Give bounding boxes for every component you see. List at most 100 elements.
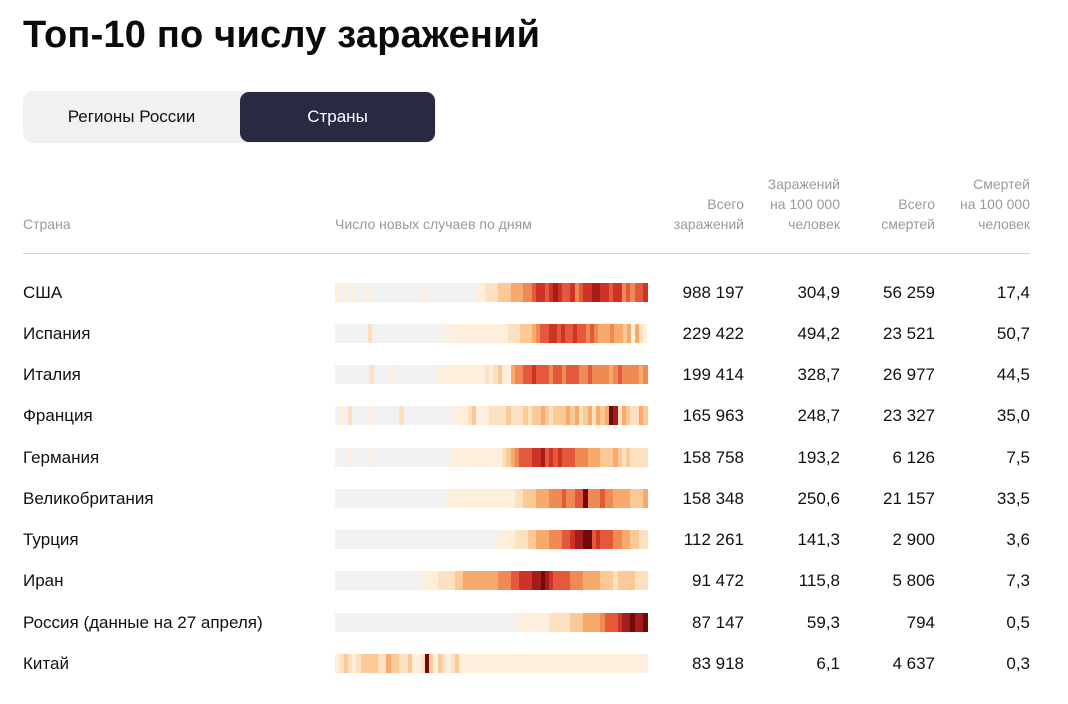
heat-cell (376, 324, 381, 343)
heat-cell (613, 571, 618, 590)
heat-cell (416, 571, 421, 590)
heat-cell (540, 283, 545, 302)
heat-cell (416, 530, 421, 549)
heat-cell (407, 654, 413, 673)
heat-cell (454, 489, 460, 508)
heat-cell (489, 530, 494, 549)
heat-cell (369, 613, 374, 632)
heat-cell (574, 489, 580, 508)
heat-cell (339, 489, 344, 508)
heat-cell (600, 489, 605, 508)
heat-cell (459, 654, 464, 673)
heat-cell (501, 406, 507, 425)
heat-cell (561, 365, 567, 384)
heat-cell (544, 365, 550, 384)
heat-cell (549, 448, 554, 467)
heat-cell (480, 530, 485, 549)
heat-cell (519, 613, 524, 632)
heat-cell (570, 365, 575, 384)
country-name: Иран (23, 571, 64, 590)
heat-cell (445, 324, 451, 343)
heat-cell (587, 530, 592, 549)
heat-cell (566, 613, 571, 632)
header-country: Страна (23, 216, 71, 232)
total-deaths: 21 157 (883, 489, 935, 508)
heat-cell (407, 406, 413, 425)
heat-cell (591, 530, 597, 549)
heat-cell (549, 530, 554, 549)
daily-cases-heatstrip (335, 324, 648, 343)
heat-cell (523, 406, 528, 425)
heat-cell (536, 448, 541, 467)
heat-cell (367, 324, 372, 343)
tab-regions[interactable]: Регионы России (67, 107, 196, 126)
heat-cell (450, 571, 455, 590)
heat-cell (527, 571, 532, 590)
heat-cell (347, 324, 352, 343)
heat-cell (364, 654, 370, 673)
heat-cell (593, 324, 598, 343)
heat-cell (553, 283, 558, 302)
tab-countries[interactable]: Страны (240, 92, 435, 142)
heat-cell (463, 654, 468, 673)
heat-cell (390, 448, 395, 467)
heat-cell (501, 654, 507, 673)
heat-cell (497, 654, 502, 673)
heat-cell (570, 613, 575, 632)
heat-cell (602, 324, 607, 343)
heat-cell (630, 613, 635, 632)
heat-cell (510, 283, 515, 302)
heat-cell (536, 571, 541, 590)
heat-cell (399, 406, 404, 425)
heat-cell (463, 613, 468, 632)
heat-cell (523, 448, 528, 467)
heat-cell (441, 324, 446, 343)
heat-cell (420, 448, 425, 467)
heat-cell (446, 365, 451, 384)
heat-cell (596, 530, 601, 549)
heat-cell (585, 324, 590, 343)
heat-cell (360, 406, 365, 425)
heat-cell (335, 530, 340, 549)
heat-cell (540, 613, 545, 632)
heat-cell (412, 571, 417, 590)
heat-cell (476, 530, 481, 549)
heat-cell (531, 448, 537, 467)
heat-cell (569, 324, 574, 343)
heat-cell (462, 324, 467, 343)
heat-cell (514, 448, 520, 467)
heat-cell (437, 654, 443, 673)
heat-cell (390, 489, 395, 508)
heat-cell (531, 489, 537, 508)
heat-cell (476, 571, 481, 590)
heat-cell (352, 406, 357, 425)
heat-cell (609, 654, 614, 673)
heat-cell (459, 448, 464, 467)
heat-cell (566, 448, 571, 467)
heat-cell (377, 654, 383, 673)
heat-cell (527, 654, 532, 673)
heat-cell (617, 654, 622, 673)
heat-cell (424, 283, 430, 302)
heat-cell (553, 406, 558, 425)
heat-cell (583, 530, 588, 549)
heat-cell (643, 365, 648, 384)
heat-cell (463, 448, 468, 467)
heat-cell (394, 613, 400, 632)
heat-cell (634, 489, 639, 508)
heat-cell (501, 489, 507, 508)
heat-cell (364, 571, 370, 590)
heat-cell (587, 571, 592, 590)
heat-cell (446, 283, 451, 302)
heat-cell (459, 571, 464, 590)
heat-cell (371, 324, 377, 343)
heat-cell (399, 613, 404, 632)
heat-cell (417, 324, 422, 343)
heat-cell (643, 406, 648, 425)
heat-cell (429, 448, 434, 467)
heat-cell (343, 324, 348, 343)
heat-cell (523, 489, 528, 508)
heat-cell (463, 571, 468, 590)
heat-cell (474, 324, 479, 343)
heat-cell (501, 283, 507, 302)
